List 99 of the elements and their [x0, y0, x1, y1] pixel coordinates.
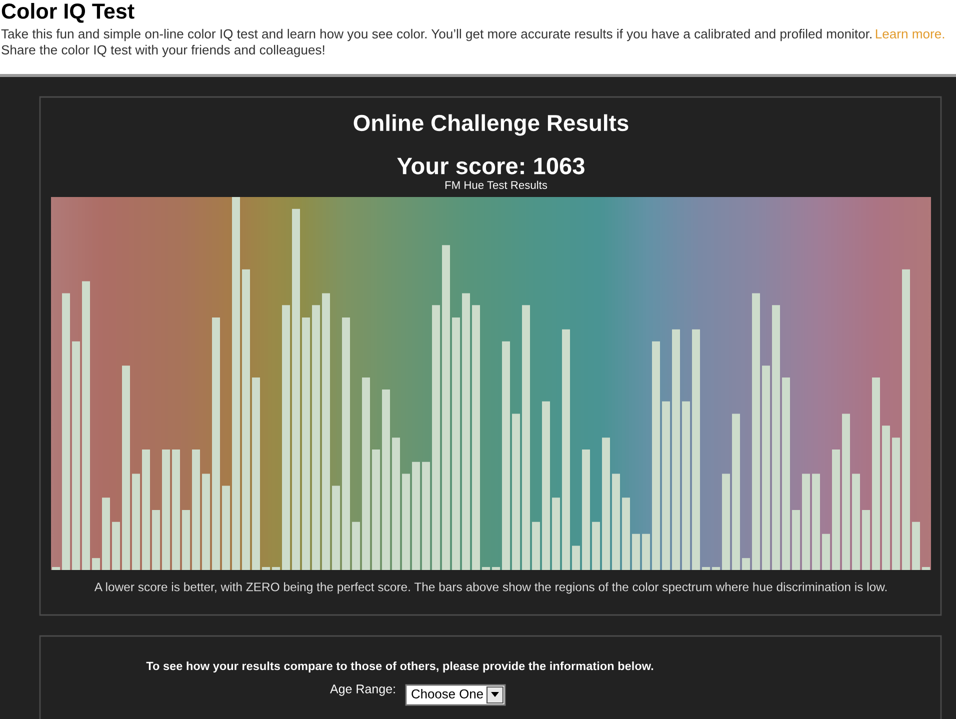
bar — [82, 281, 90, 570]
bar — [262, 567, 270, 570]
bar — [802, 474, 810, 570]
bar — [242, 269, 250, 570]
bar — [502, 341, 510, 570]
bar — [482, 567, 490, 570]
bar — [472, 305, 480, 570]
bar — [832, 450, 840, 570]
bar — [792, 510, 800, 570]
bar — [782, 378, 790, 570]
bar — [452, 317, 460, 570]
bar — [132, 474, 140, 570]
bar — [542, 401, 550, 570]
bar — [62, 293, 70, 570]
text: Choose One — [412, 688, 483, 698]
bar — [842, 414, 850, 570]
bar — [372, 450, 380, 570]
bar — [852, 474, 860, 570]
chart-subtitle: Your score: 1063 — [397, 158, 584, 174]
bar — [432, 305, 440, 570]
bar — [532, 522, 540, 570]
text: Learn more. — [876, 29, 944, 39]
bar — [682, 401, 690, 570]
text: Take this fun and simple on-line color IQ test and learn how you see color. You’ll get more accurate results if you have a calibrated and profiled monitor. — [1, 28, 872, 42]
bar — [722, 474, 730, 570]
bar — [622, 498, 630, 570]
bar — [252, 378, 260, 570]
bar — [892, 438, 900, 570]
text: A lower score is better, with ZERO being the perfect score. The bars above show the regions of the color spectrum where hue discrimination is low. — [94, 582, 887, 594]
bar — [672, 329, 680, 570]
chart-title: Online Challenge Results — [354, 114, 628, 136]
bar — [902, 269, 910, 570]
bar — [92, 558, 100, 570]
bar — [772, 305, 780, 570]
bar — [392, 438, 400, 570]
bar — [462, 293, 470, 570]
bar — [492, 567, 500, 570]
bar — [352, 522, 360, 570]
bar — [182, 510, 190, 570]
bar — [302, 317, 310, 570]
bar — [162, 450, 170, 570]
text: Share the color IQ test with your friends and colleagues! — [2, 44, 324, 58]
bar — [412, 462, 420, 570]
bar — [322, 293, 330, 570]
bar — [632, 534, 640, 570]
bar — [102, 498, 110, 570]
bar — [222, 486, 230, 570]
bar — [712, 567, 720, 570]
bar — [762, 366, 770, 570]
bar — [602, 438, 610, 570]
bar — [752, 293, 760, 570]
bar — [332, 486, 340, 570]
text: Age Range: — [330, 684, 395, 696]
bar — [122, 366, 130, 570]
bar — [562, 329, 570, 570]
text: Color IQ Test — [2, 2, 134, 23]
bar — [272, 567, 280, 570]
bar — [522, 305, 530, 570]
bar — [282, 305, 290, 570]
bar — [642, 534, 650, 570]
text: To see how your results compare to those of others, please provide the information below. — [146, 661, 654, 673]
bar — [742, 558, 750, 570]
bar — [572, 546, 580, 570]
bar — [172, 450, 180, 570]
bar — [912, 522, 920, 570]
bar — [552, 498, 560, 570]
bar — [922, 567, 930, 570]
bar — [192, 450, 200, 570]
bar — [362, 378, 370, 570]
bar — [382, 389, 390, 570]
bar — [402, 474, 410, 570]
bar — [822, 534, 830, 570]
bar — [662, 401, 670, 570]
bar — [232, 197, 240, 570]
bar — [72, 341, 80, 570]
bar — [692, 329, 700, 570]
bar — [582, 450, 590, 570]
bar — [152, 510, 160, 570]
bar — [442, 245, 450, 570]
bar — [732, 414, 740, 570]
bar — [652, 341, 660, 570]
bar — [872, 378, 880, 570]
bar — [212, 317, 220, 570]
bar — [882, 426, 890, 570]
bar — [202, 474, 210, 570]
bar — [592, 522, 600, 570]
bar — [422, 462, 430, 570]
bar — [612, 474, 620, 570]
bar — [812, 474, 820, 570]
bar — [292, 208, 300, 570]
text: FM Hue Test Results — [445, 180, 548, 189]
bar — [702, 567, 710, 570]
bar — [512, 414, 520, 570]
bar — [312, 305, 320, 570]
bar — [112, 522, 120, 570]
bar — [342, 317, 350, 570]
bar — [52, 567, 60, 570]
bar — [862, 510, 870, 570]
bar — [142, 450, 150, 570]
